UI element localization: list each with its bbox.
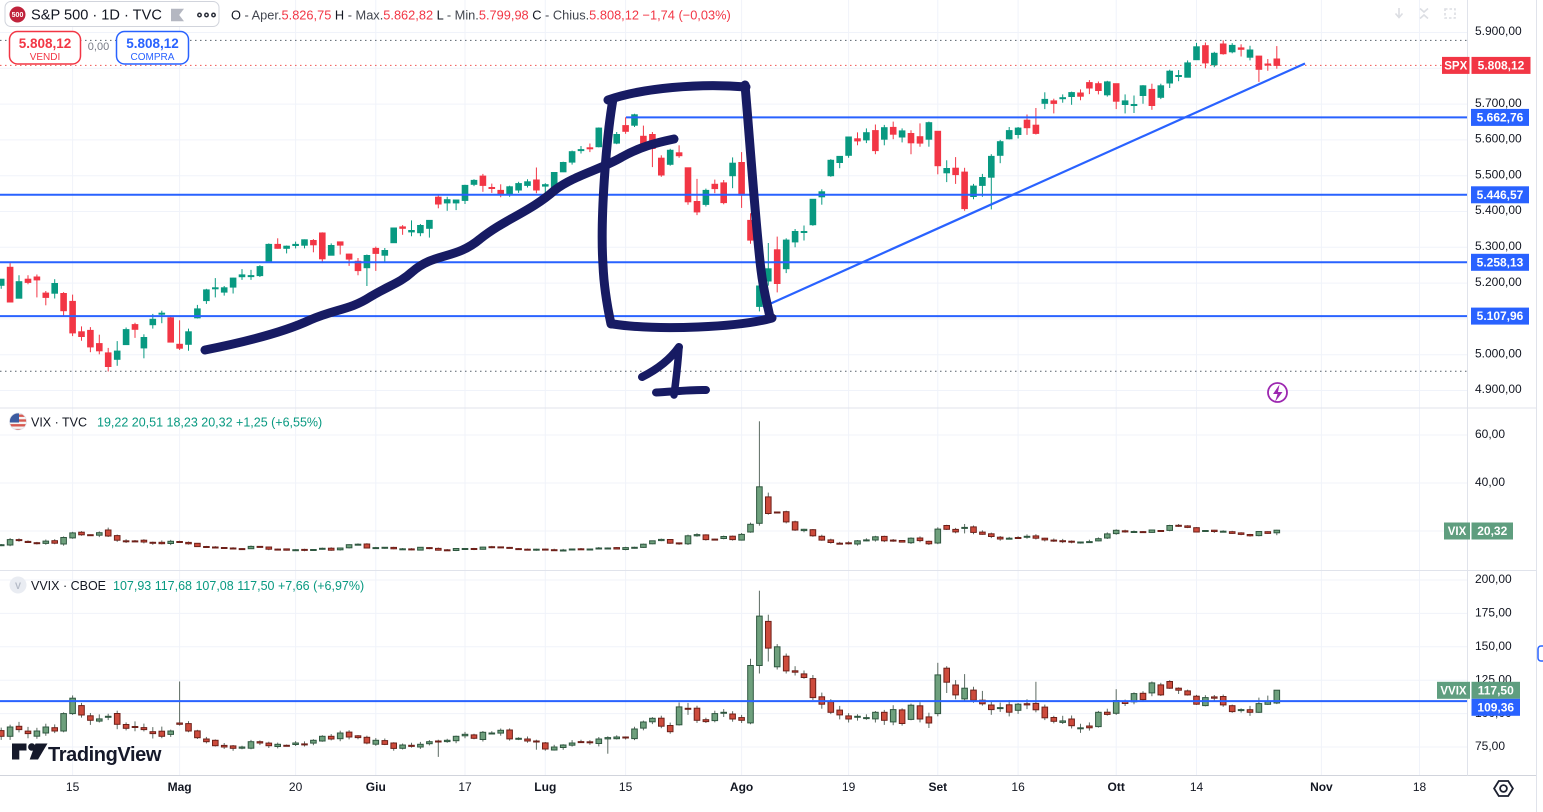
- svg-text:15: 15: [66, 780, 80, 794]
- svg-text:VENDI: VENDI: [30, 52, 61, 63]
- svg-text:60,00: 60,00: [1475, 427, 1505, 441]
- svg-text:19: 19: [842, 780, 856, 794]
- svg-text:TradingView: TradingView: [48, 744, 162, 766]
- svg-text:O - Aper.5.826,75 H - Max.5.8: O - Aper.5.826,75 H - Max.5.862,82 L - M…: [231, 8, 731, 23]
- svg-text:VVIX: VVIX: [1440, 685, 1467, 697]
- svg-text:19,22 20,51 18,23 20,32 +1: 19,22 20,51 18,23 20,32 +1,25 (+6,55%): [97, 416, 322, 430]
- svg-text:Lug: Lug: [534, 780, 556, 794]
- svg-text:75,00: 75,00: [1475, 739, 1505, 753]
- svg-text:5.600,00: 5.600,00: [1475, 132, 1522, 146]
- svg-text:5.700,00: 5.700,00: [1475, 96, 1522, 110]
- svg-text:14: 14: [1190, 780, 1204, 794]
- svg-text:5.808,12: 5.808,12: [126, 36, 179, 51]
- svg-text:15: 15: [619, 780, 633, 794]
- svg-text:150,00: 150,00: [1475, 639, 1512, 653]
- svg-text:109,36: 109,36: [1477, 700, 1514, 714]
- svg-text:5.000,00: 5.000,00: [1475, 346, 1522, 360]
- svg-text:117,50: 117,50: [1478, 683, 1514, 697]
- svg-text:SPX: SPX: [1444, 60, 1467, 72]
- svg-text:V: V: [15, 581, 21, 591]
- svg-text:5.662,76: 5.662,76: [1477, 110, 1524, 124]
- svg-text:5.446,57: 5.446,57: [1477, 188, 1524, 202]
- svg-text:5.808,12: 5.808,12: [19, 36, 72, 51]
- svg-text:40,00: 40,00: [1475, 475, 1505, 489]
- svg-text:17: 17: [458, 780, 472, 794]
- svg-text:5.258,13: 5.258,13: [1477, 255, 1524, 269]
- svg-text:5.107,96: 5.107,96: [1477, 309, 1524, 323]
- svg-text:4.900,00: 4.900,00: [1475, 382, 1522, 396]
- svg-text:COMPRA: COMPRA: [131, 52, 175, 63]
- svg-text:VVIX · CBOE: VVIX · CBOE: [31, 579, 106, 593]
- svg-text:500: 500: [12, 12, 24, 19]
- svg-text:200,00: 200,00: [1475, 572, 1512, 586]
- svg-text:Giu: Giu: [366, 780, 386, 794]
- svg-text:Nov: Nov: [1310, 780, 1333, 794]
- svg-text:175,00: 175,00: [1475, 606, 1512, 620]
- svg-text:VIX: VIX: [1448, 526, 1467, 538]
- svg-text:Set: Set: [928, 780, 947, 794]
- svg-text:S&P 500 · 1D · TVC: S&P 500 · 1D · TVC: [31, 8, 162, 24]
- svg-text:5.300,00: 5.300,00: [1475, 239, 1522, 253]
- svg-text:107,93 117,68 107,08 117,50: 107,93 117,68 107,08 117,50 +7,66 (+6,97…: [113, 579, 364, 593]
- svg-text:Mag: Mag: [168, 780, 192, 794]
- svg-text:5.200,00: 5.200,00: [1475, 275, 1522, 289]
- svg-text:5.900,00: 5.900,00: [1475, 24, 1522, 38]
- svg-text:0,00: 0,00: [88, 41, 109, 53]
- svg-text:Ott: Ott: [1108, 780, 1125, 794]
- svg-text:20,32: 20,32: [1477, 524, 1507, 538]
- svg-text:VIX · TVC: VIX · TVC: [31, 416, 87, 430]
- svg-text:16: 16: [1011, 780, 1025, 794]
- svg-text:5.400,00: 5.400,00: [1475, 203, 1522, 217]
- svg-text:20: 20: [289, 780, 303, 794]
- svg-text:5.808,12: 5.808,12: [1478, 58, 1525, 72]
- svg-text:18: 18: [1413, 780, 1427, 794]
- svg-text:5.500,00: 5.500,00: [1475, 167, 1522, 181]
- svg-text:Ago: Ago: [730, 780, 753, 794]
